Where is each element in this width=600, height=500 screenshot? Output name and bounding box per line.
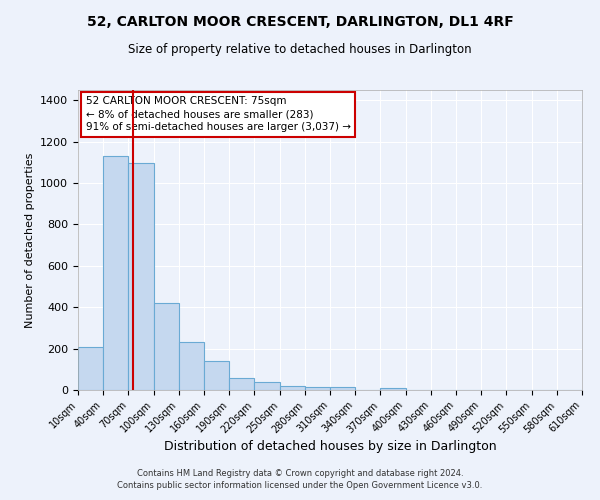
Bar (330, 388, 355, 390)
Text: Size of property relative to detached houses in Darlington: Size of property relative to detached ho… (128, 42, 472, 56)
Bar (204, 361, 229, 390)
Bar (380, 388, 406, 390)
Text: Contains public sector information licensed under the Open Government Licence v3: Contains public sector information licen… (118, 481, 482, 490)
Bar (179, 342, 204, 390)
Bar (254, 382, 280, 390)
Bar (103, 156, 128, 390)
Bar (154, 303, 179, 390)
Bar (305, 388, 330, 390)
Y-axis label: Number of detached properties: Number of detached properties (25, 152, 35, 328)
Bar (128, 164, 154, 390)
Text: Contains HM Land Registry data © Crown copyright and database right 2024.: Contains HM Land Registry data © Crown c… (137, 468, 463, 477)
Text: 52, CARLTON MOOR CRESCENT, DARLINGTON, DL1 4RF: 52, CARLTON MOOR CRESCENT, DARLINGTON, D… (86, 15, 514, 29)
Bar (229, 378, 254, 390)
Bar (78, 346, 103, 390)
Bar (280, 386, 305, 390)
Text: 52 CARLTON MOOR CRESCENT: 75sqm
← 8% of detached houses are smaller (283)
91% of: 52 CARLTON MOOR CRESCENT: 75sqm ← 8% of … (86, 96, 350, 132)
X-axis label: Distribution of detached houses by size in Darlington: Distribution of detached houses by size … (164, 440, 496, 453)
